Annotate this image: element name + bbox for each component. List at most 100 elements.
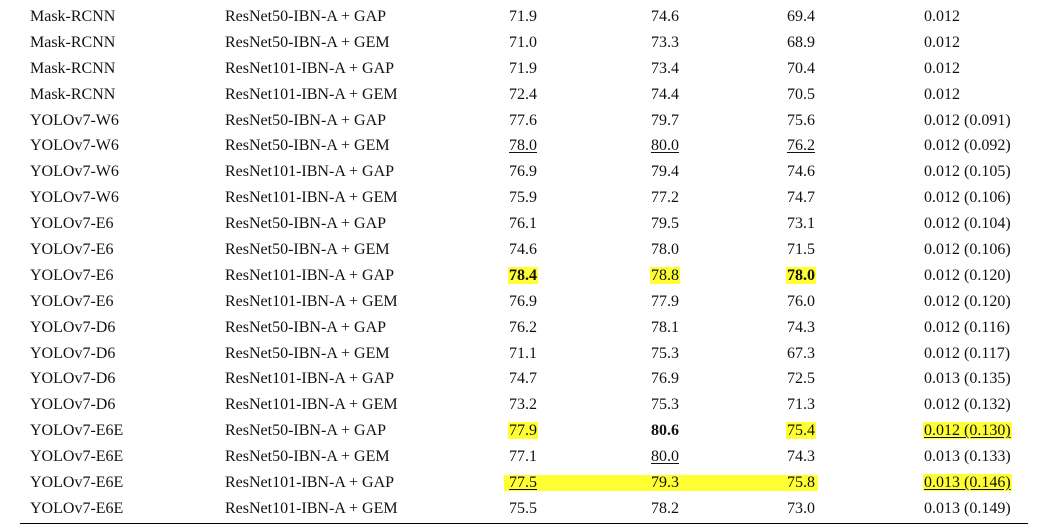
cell-text: 0.012 (0.116): [924, 318, 1011, 336]
cell-text: 78.4: [508, 266, 538, 284]
cell-text: 74.6: [509, 241, 537, 259]
metric-b-cell: 77.9: [651, 289, 679, 315]
metric-b-cell: 76.9: [651, 366, 679, 392]
backbone-cell: ResNet50-IBN-A + GAP: [225, 418, 386, 444]
time-cell: 0.013 (0.146): [923, 470, 1012, 496]
cell-text: 0.012 (0.130): [923, 422, 1012, 440]
cell-text: 80.0: [651, 448, 679, 466]
metric-a-cell: 78.4: [508, 263, 538, 289]
cell-text: 80.0: [651, 137, 679, 155]
cell-text: YOLOv7-W6: [30, 163, 119, 181]
metric-b-cell: 79.7: [651, 108, 679, 134]
cell-text: 0.012 (0.105): [924, 163, 1011, 181]
cell-text: 0.012: [924, 33, 960, 51]
metric-c-cell: 67.3: [787, 341, 815, 367]
backbone-cell: ResNet50-IBN-A + GEM: [225, 133, 390, 159]
backbone-cell: ResNet50-IBN-A + GAP: [225, 108, 386, 134]
metric-b-cell: 75.3: [651, 341, 679, 367]
cell-text: YOLOv7-E6: [30, 292, 114, 310]
time-cell: 0.012 (0.132): [924, 392, 1011, 418]
time-cell: 0.012: [924, 56, 960, 82]
cell-text: 71.1: [509, 344, 537, 362]
time-cell: 0.013 (0.149): [924, 496, 1011, 522]
cell-text: 0.012: [924, 8, 960, 25]
cell-text: ResNet101-IBN-A + GAP: [225, 163, 395, 181]
metric-a-cell: 71.9: [509, 4, 537, 30]
metric-b-cell: 80.0: [651, 133, 679, 159]
cell-text: 0.012 (0.106): [924, 241, 1011, 259]
backbone-cell: ResNet50-IBN-A + GEM: [225, 30, 390, 56]
backbone-cell: ResNet101-IBN-A + GAP: [225, 56, 394, 82]
metric-b-cell: 77.2: [651, 185, 679, 211]
time-cell: 0.012 (0.091): [924, 108, 1011, 134]
cell-text: 79.3: [651, 474, 679, 492]
detector-cell: YOLOv7-W6: [30, 133, 119, 159]
backbone-cell: ResNet101-IBN-A + GAP: [225, 159, 394, 185]
cell-text: 76.2: [509, 318, 537, 336]
metric-a-cell: 74.6: [509, 237, 537, 263]
metric-a-cell: 76.9: [509, 289, 537, 315]
cell-text: 75.3: [651, 396, 679, 414]
table-row: YOLOv7-D6 ResNet101-IBN-A + GAP 74.7 76.9 72…: [0, 366, 1047, 392]
metric-c-cell: 74.7: [787, 185, 815, 211]
metric-a-cell: 76.1: [509, 211, 537, 237]
cell-text: 0.012 (0.092): [924, 137, 1011, 155]
metric-b-cell: 75.3: [651, 392, 679, 418]
cell-text: 74.6: [651, 8, 679, 25]
table-row: YOLOv7-W6 ResNet101-IBN-A + GEM 75.9 77.2 74…: [0, 185, 1047, 211]
cell-text: Mask-RCNN: [30, 8, 116, 25]
table-row: YOLOv7-W6 ResNet50-IBN-A + GAP 77.6 79.7 75.…: [0, 108, 1047, 134]
time-cell: 0.012: [924, 4, 960, 30]
cell-text: 77.1: [509, 448, 537, 466]
backbone-cell: ResNet101-IBN-A + GAP: [225, 366, 394, 392]
detector-cell: YOLOv7-W6: [30, 185, 119, 211]
backbone-cell: ResNet50-IBN-A + GAP: [225, 211, 386, 237]
time-cell: 0.012 (0.130): [923, 418, 1012, 444]
table-row: YOLOv7-W6 ResNet101-IBN-A + GAP 76.9 79.4 74…: [0, 159, 1047, 185]
cell-text: 80.6: [651, 422, 679, 440]
cell-text: YOLOv7-D6: [30, 318, 116, 336]
table-row: Mask-RCNN ResNet50-IBN-A + GEM 71.0 73.3 68.…: [0, 30, 1047, 56]
table-row: YOLOv7-W6 ResNet50-IBN-A + GEM 78.0 80.0 76.…: [0, 133, 1047, 159]
cell-text: YOLOv7-W6: [30, 189, 119, 207]
cell-text: Mask-RCNN: [30, 59, 116, 77]
cell-text: 73.4: [651, 59, 679, 77]
detector-cell: Mask-RCNN: [30, 56, 115, 82]
time-cell: 0.012 (0.117): [924, 341, 1010, 367]
metric-c-cell: 70.4: [787, 56, 815, 82]
metric-b-cell: 78.0: [651, 237, 679, 263]
table-row: Mask-RCNN ResNet101-IBN-A + GEM 72.4 74.4 70…: [0, 82, 1047, 108]
cell-text: ResNet50-IBN-A + GEM: [225, 344, 390, 362]
metric-a-cell: 77.6: [509, 108, 537, 134]
cell-text: ResNet50-IBN-A + GEM: [225, 241, 390, 259]
cell-text: 71.0: [509, 33, 537, 51]
metric-c-cell: 75.4: [786, 418, 816, 444]
time-cell: 0.012 (0.120): [924, 289, 1011, 315]
cell-text: YOLOv7-E6E: [30, 448, 124, 466]
backbone-cell: ResNet101-IBN-A + GEM: [225, 496, 398, 522]
table-row: Mask-RCNN ResNet101-IBN-A + GAP 71.9 73.4 70…: [0, 56, 1047, 82]
backbone-cell: ResNet101-IBN-A + GEM: [225, 185, 398, 211]
detector-cell: YOLOv7-W6: [30, 159, 119, 185]
time-cell: 0.012 (0.104): [924, 211, 1011, 237]
cell-text: YOLOv7-E6: [30, 266, 114, 284]
metric-b-cell: 78.2: [651, 496, 679, 522]
detector-cell: YOLOv7-D6: [30, 366, 115, 392]
time-cell: 0.012 (0.106): [924, 185, 1011, 211]
metric-c-cell: 74.6: [787, 159, 815, 185]
cell-text: 0.013 (0.149): [924, 499, 1011, 517]
cell-text: 75.4: [786, 422, 816, 440]
detector-cell: YOLOv7-E6E: [30, 444, 123, 470]
cell-text: 77.9: [508, 422, 538, 440]
cell-text: ResNet50-IBN-A + GEM: [225, 448, 390, 466]
backbone-cell: ResNet101-IBN-A + GEM: [225, 82, 398, 108]
cell-text: 0.012 (0.104): [924, 215, 1011, 233]
table-bottom-rule: [20, 523, 1028, 524]
backbone-cell: ResNet50-IBN-A + GAP: [225, 315, 386, 341]
cell-text: ResNet101-IBN-A + GEM: [225, 85, 398, 103]
detector-cell: YOLOv7-E6: [30, 237, 114, 263]
detector-cell: YOLOv7-E6: [30, 289, 114, 315]
metric-a-cell: 78.0: [509, 133, 537, 159]
cell-text: 67.3: [787, 344, 815, 362]
cell-text: ResNet101-IBN-A + GEM: [225, 396, 398, 414]
